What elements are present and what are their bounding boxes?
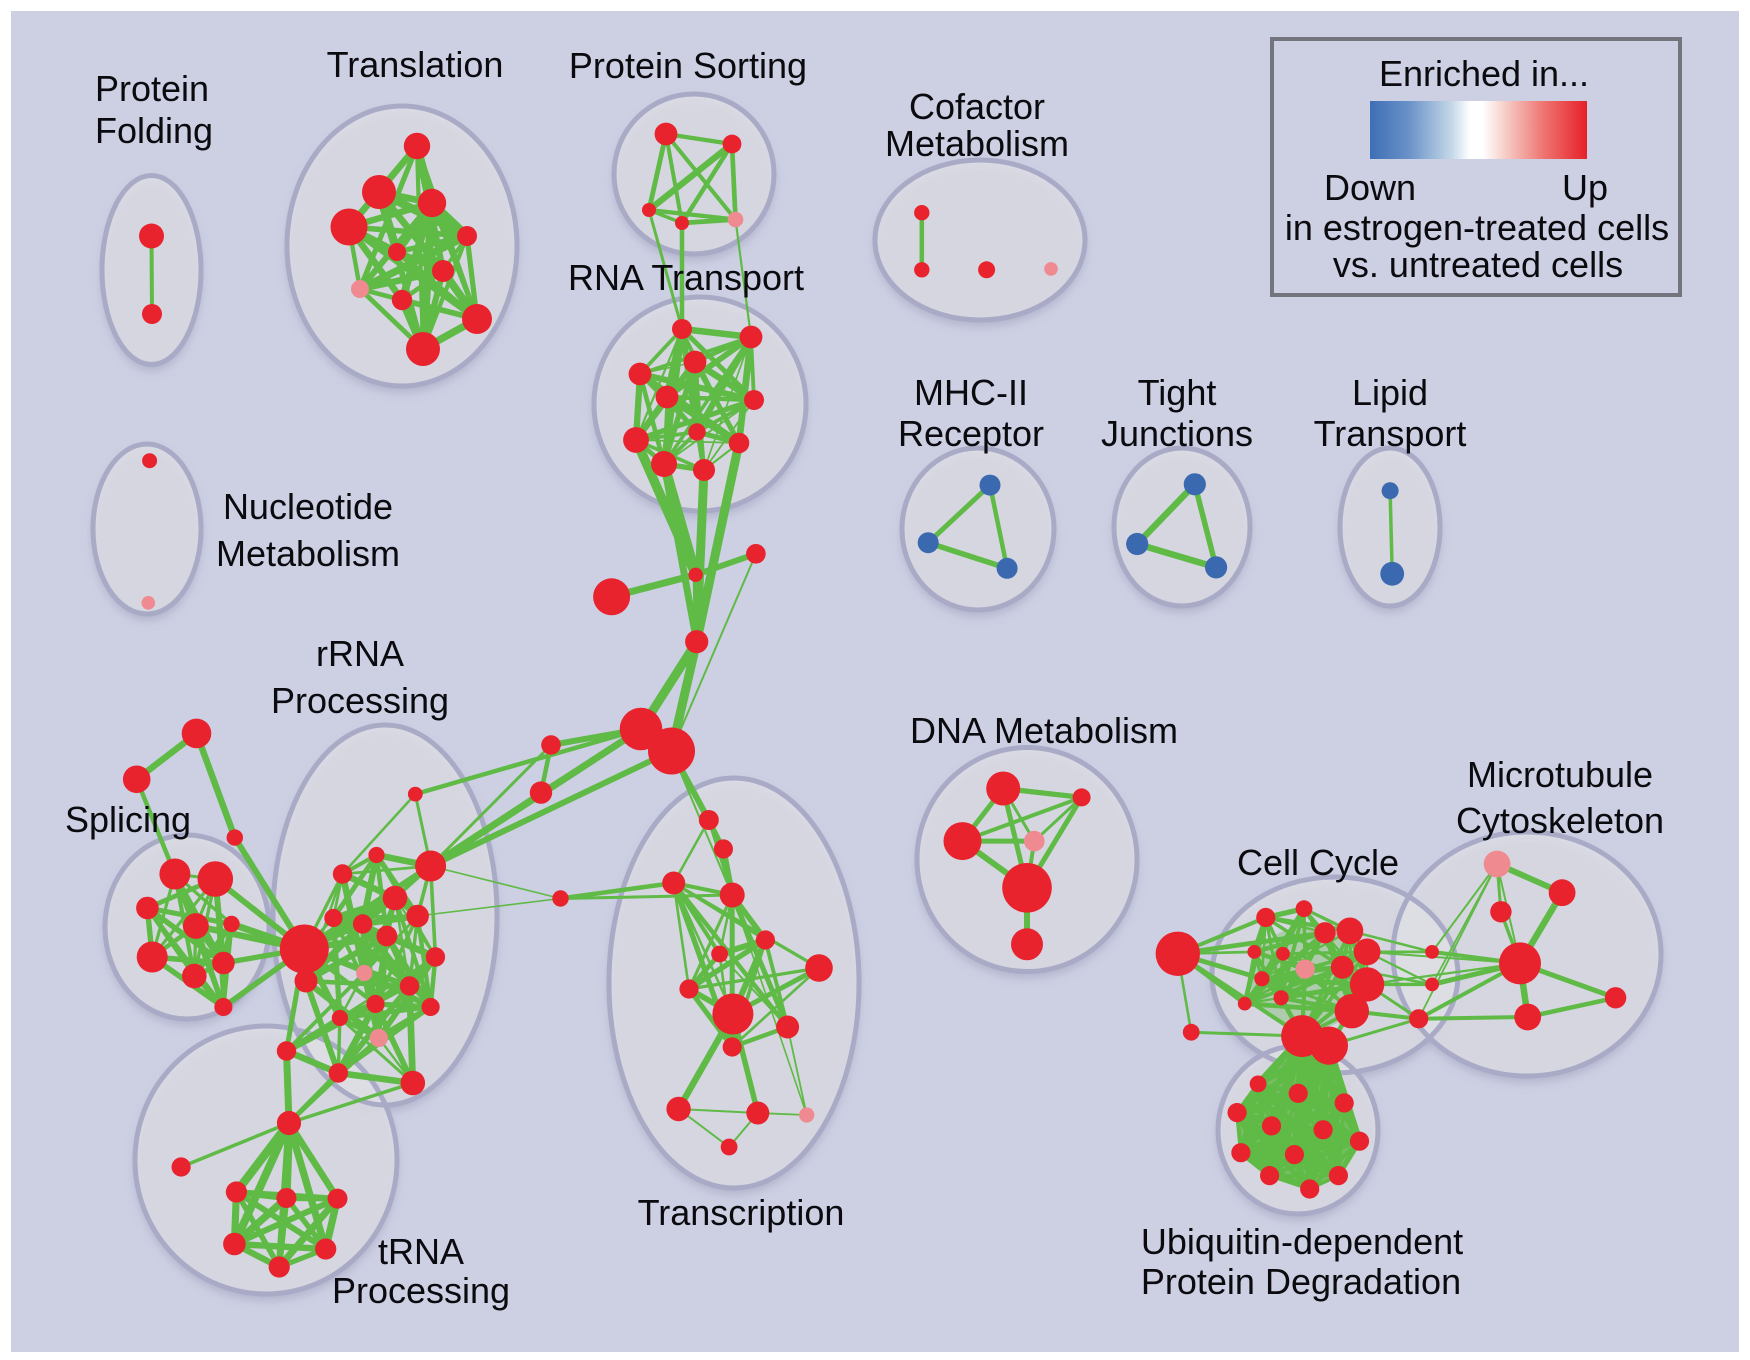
svg-text:Cofactor: Cofactor [909, 86, 1045, 127]
svg-text:Folding: Folding [95, 110, 213, 151]
svg-text:Protein Sorting: Protein Sorting [569, 45, 807, 86]
svg-text:Receptor: Receptor [898, 413, 1044, 454]
svg-text:Translation: Translation [327, 44, 504, 85]
svg-text:Transcription: Transcription [638, 1192, 845, 1233]
svg-text:Junctions: Junctions [1101, 413, 1253, 454]
svg-text:MHC-II: MHC-II [914, 372, 1028, 413]
svg-text:in estrogen-treated cells: in estrogen-treated cells [1285, 207, 1669, 248]
svg-text:DNA Metabolism: DNA Metabolism [910, 710, 1178, 751]
svg-text:Tight: Tight [1138, 372, 1217, 413]
svg-text:Metabolism: Metabolism [885, 123, 1069, 164]
svg-text:Down: Down [1324, 167, 1416, 208]
svg-text:Up: Up [1562, 167, 1608, 208]
svg-text:Ubiquitin-dependent: Ubiquitin-dependent [1141, 1221, 1463, 1262]
svg-text:Enriched in...: Enriched in... [1379, 53, 1589, 94]
svg-text:Processing: Processing [332, 1270, 510, 1311]
svg-text:Protein: Protein [95, 68, 209, 109]
svg-text:Splicing: Splicing [65, 799, 191, 840]
svg-text:Nucleotide: Nucleotide [223, 486, 393, 527]
svg-text:Metabolism: Metabolism [216, 533, 400, 574]
svg-text:Microtubule: Microtubule [1467, 754, 1653, 795]
svg-text:Lipid: Lipid [1352, 372, 1428, 413]
svg-text:tRNA: tRNA [378, 1231, 464, 1272]
svg-text:Cytoskeleton: Cytoskeleton [1456, 800, 1664, 841]
svg-text:Protein Degradation: Protein Degradation [1141, 1261, 1461, 1302]
svg-text:Processing: Processing [271, 680, 449, 721]
svg-text:Cell Cycle: Cell Cycle [1237, 842, 1399, 883]
svg-text:Transport: Transport [1314, 413, 1467, 454]
svg-text:RNA Transport: RNA Transport [568, 257, 804, 298]
svg-text:rRNA: rRNA [316, 633, 404, 674]
svg-text:vs. untreated cells: vs. untreated cells [1333, 244, 1623, 285]
